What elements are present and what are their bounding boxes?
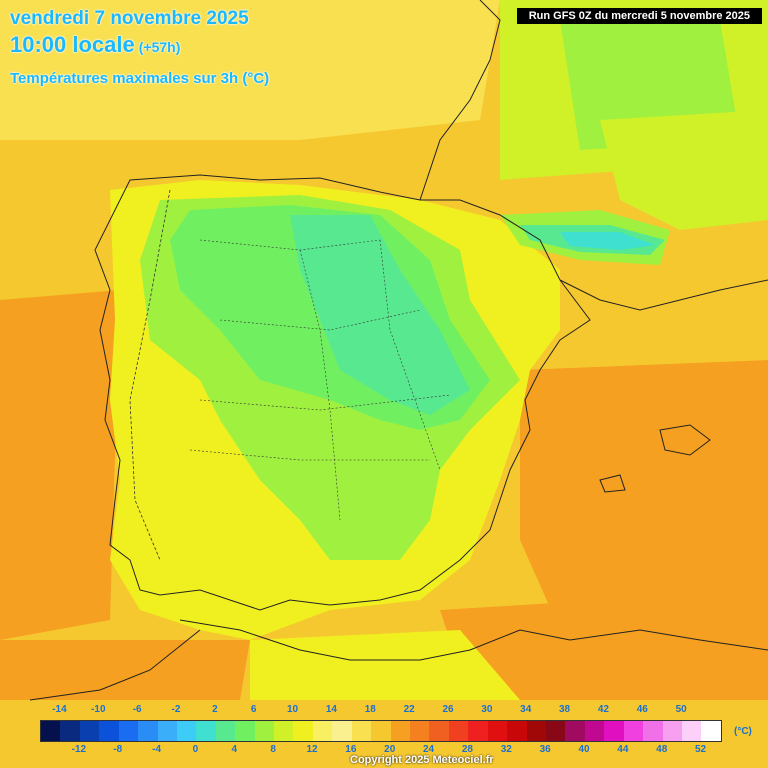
legend-label: -8 <box>113 744 123 755</box>
legend-label: 16 <box>345 744 357 755</box>
map-variable: Températures maximales sur 3h (°C) <box>10 70 270 87</box>
legend-label: 0 <box>192 744 199 755</box>
legend-label: -2 <box>171 704 181 715</box>
color-legend: -14 -10 -6 -2 2 6 10 14 18 22 26 30 34 38 42 46 50 -12 -8… <box>40 702 760 766</box>
legend-swatch <box>351 721 372 741</box>
legend-swatch <box>196 721 216 741</box>
legend-swatch <box>371 721 391 741</box>
legend-label: 6 <box>250 704 257 715</box>
legend-label: 48 <box>656 744 668 755</box>
legend-swatch <box>293 721 313 741</box>
legend-swatch <box>79 721 100 741</box>
legend-label: 36 <box>539 744 551 755</box>
legend-swatch <box>235 721 255 741</box>
legend-swatch <box>274 721 294 741</box>
legend-label: 42 <box>597 704 609 715</box>
legend-swatch <box>487 721 508 741</box>
legend-label: -4 <box>152 744 162 755</box>
legend-label: 46 <box>636 704 648 715</box>
legend-swatch <box>565 721 585 741</box>
legend-swatch <box>681 721 702 741</box>
legend-label: 40 <box>578 744 590 755</box>
legend-label: 10 <box>287 704 299 715</box>
legend-label: 34 <box>520 704 532 715</box>
legend-swatch <box>507 721 527 741</box>
legend-swatch <box>254 721 275 741</box>
legend-label: -14 <box>52 704 67 715</box>
legend-label: 52 <box>695 744 707 755</box>
legend-swatch <box>176 721 197 741</box>
map-time-text: 10:00 locale <box>10 32 135 57</box>
legend-label: -12 <box>71 744 87 755</box>
legend-label: 14 <box>325 704 337 715</box>
legend-swatch <box>41 721 61 741</box>
legend-swatch <box>99 721 119 741</box>
legend-unit: (°C) <box>734 726 752 737</box>
legend-swatch <box>138 721 158 741</box>
legend-label: 30 <box>481 704 493 715</box>
legend-label: 32 <box>500 744 512 755</box>
legend-label: 22 <box>403 704 415 715</box>
copyright: Copyright 2025 Meteociel.fr <box>350 754 494 766</box>
legend-label: 8 <box>270 744 276 755</box>
legend-swatch <box>448 721 469 741</box>
legend-label: 4 <box>231 744 238 755</box>
map-time-offset: (+57h) <box>138 39 181 55</box>
legend-label: 18 <box>364 704 376 715</box>
legend-label: -6 <box>132 704 142 715</box>
legend-swatch <box>332 721 352 741</box>
legend-swatch <box>429 721 449 741</box>
legend-swatch <box>312 721 333 741</box>
legend-swatch <box>662 721 682 741</box>
legend-swatch <box>526 721 546 741</box>
legend-label: 38 <box>559 704 571 715</box>
legend-swatch <box>390 721 411 741</box>
legend-label: 12 <box>306 744 318 755</box>
legend-label: -10 <box>91 704 106 715</box>
legend-swatch <box>604 721 624 741</box>
legend-swatch <box>545 721 566 741</box>
legend-label: 26 <box>442 704 454 715</box>
map-date: vendredi 7 novembre 2025 <box>10 8 249 29</box>
legend-swatch <box>701 721 721 741</box>
legend-color-bar <box>40 720 722 742</box>
run-info: Run GFS 0Z du mercredi 5 novembre 2025 <box>516 8 762 24</box>
legend-swatch <box>60 721 80 741</box>
legend-label: 50 <box>675 704 687 715</box>
legend-swatch <box>623 721 644 741</box>
legend-swatch <box>410 721 430 741</box>
legend-label: 20 <box>384 744 396 755</box>
legend-swatch <box>584 721 605 741</box>
legend-label: 28 <box>461 744 473 755</box>
legend-swatch <box>157 721 177 741</box>
map-time: 10:00 locale (+57h) <box>10 32 180 58</box>
legend-swatch <box>643 721 663 741</box>
legend-label: 24 <box>423 744 435 755</box>
legend-swatch <box>468 721 488 741</box>
legend-swatch <box>215 721 236 741</box>
legend-label: 2 <box>212 704 218 715</box>
legend-label: 44 <box>617 744 629 755</box>
legend-swatch <box>118 721 139 741</box>
